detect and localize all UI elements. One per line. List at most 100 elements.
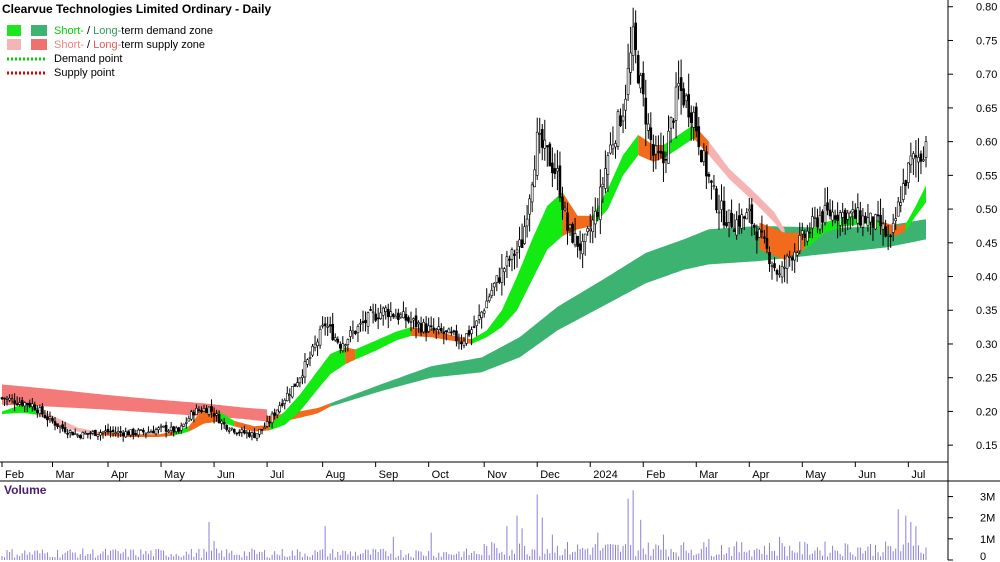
candle-body xyxy=(843,209,847,224)
time-tick-label: Jun xyxy=(858,469,876,481)
volume-bars xyxy=(1,490,927,560)
candle-body xyxy=(901,183,905,200)
candle-body xyxy=(573,233,577,246)
short-term-demand-zone xyxy=(269,347,346,431)
candle-body xyxy=(149,431,153,434)
candle-body xyxy=(652,144,655,156)
candle-body xyxy=(530,184,534,203)
candle-body xyxy=(720,200,723,210)
candle-body xyxy=(689,112,693,123)
candle-body xyxy=(20,400,24,406)
candle-body xyxy=(432,327,436,331)
candle-body xyxy=(790,257,794,261)
candle-body xyxy=(28,402,32,407)
candle-body xyxy=(43,414,47,419)
candle-body xyxy=(147,431,150,434)
short-term-transition-zone xyxy=(234,420,270,432)
candle-body xyxy=(369,309,372,311)
candle-body xyxy=(374,313,377,321)
candle-body xyxy=(63,427,67,433)
candle-body xyxy=(520,239,524,248)
candle-body xyxy=(268,421,271,424)
candle-body xyxy=(871,216,875,228)
candle-body xyxy=(371,311,375,314)
price-tick-label: 0.55 xyxy=(976,170,997,182)
candle-body xyxy=(907,162,910,183)
candle-body xyxy=(684,95,688,102)
candle-body xyxy=(217,414,221,424)
candle-body xyxy=(104,430,107,433)
candle-body xyxy=(795,252,799,256)
candle-body xyxy=(311,346,314,356)
candle-body xyxy=(306,359,309,365)
candle-body xyxy=(763,236,766,239)
candle-body xyxy=(505,256,509,267)
time-tick-label: Jul xyxy=(270,469,284,481)
candle-body xyxy=(321,324,324,327)
candle-body xyxy=(533,169,536,188)
candle-body xyxy=(445,330,448,332)
candle-body xyxy=(614,143,617,148)
candle-body xyxy=(356,326,360,334)
candle-body xyxy=(917,157,920,163)
candle-body xyxy=(831,211,834,221)
candle-body xyxy=(896,201,900,217)
candle-body xyxy=(349,330,352,337)
candle-body xyxy=(192,412,196,416)
candle-body xyxy=(437,326,441,330)
candle-body xyxy=(414,315,418,328)
candle-body xyxy=(856,207,860,224)
candle-body xyxy=(753,224,756,228)
candle-body xyxy=(535,131,539,176)
candle-body xyxy=(250,432,254,437)
candle-body xyxy=(36,410,39,414)
candle-body xyxy=(71,431,74,436)
candle-body xyxy=(285,393,289,402)
candle-body xyxy=(137,429,140,436)
legend-swatch xyxy=(7,39,21,50)
candle-body xyxy=(869,212,872,223)
candle-body xyxy=(780,266,784,278)
candle-body xyxy=(508,258,511,261)
candle-body xyxy=(816,217,819,228)
candle-body xyxy=(793,251,797,261)
candle-body xyxy=(659,150,663,154)
candle-body xyxy=(245,432,249,434)
candle-body xyxy=(588,228,592,231)
candle-body xyxy=(270,413,274,423)
candle-body xyxy=(495,275,499,283)
candle-body xyxy=(475,320,478,326)
candle-body xyxy=(798,235,802,252)
candle-body xyxy=(669,116,673,129)
candle-body xyxy=(111,429,115,432)
candle-body xyxy=(851,209,855,213)
candle-body xyxy=(700,150,703,163)
candle-body xyxy=(482,310,486,314)
short-term-demand-zone xyxy=(355,327,411,360)
candle-body xyxy=(394,315,398,319)
candle-body xyxy=(407,317,410,322)
time-tick-label: Feb xyxy=(646,469,665,481)
legend-label: Supply point xyxy=(54,67,115,79)
candle-body xyxy=(177,427,181,432)
candle-body xyxy=(803,233,807,238)
candle-body xyxy=(197,409,201,411)
candle-body xyxy=(48,416,52,419)
candle-body xyxy=(800,230,804,235)
candle-body xyxy=(682,88,685,106)
candle-body xyxy=(313,343,317,348)
candle-body xyxy=(876,214,880,217)
candle-body xyxy=(210,406,213,412)
volume-label: Volume xyxy=(4,483,47,497)
candle-body xyxy=(518,239,521,247)
candle-body xyxy=(3,397,6,400)
candle-body xyxy=(467,330,471,336)
candle-body xyxy=(424,323,428,334)
price-tick-label: 0.25 xyxy=(976,373,997,385)
candle-body xyxy=(248,432,251,437)
candle-body xyxy=(381,307,385,316)
candle-body xyxy=(13,400,16,404)
candle-body xyxy=(674,86,678,121)
candle-body xyxy=(366,312,370,327)
candle-body xyxy=(730,212,733,228)
